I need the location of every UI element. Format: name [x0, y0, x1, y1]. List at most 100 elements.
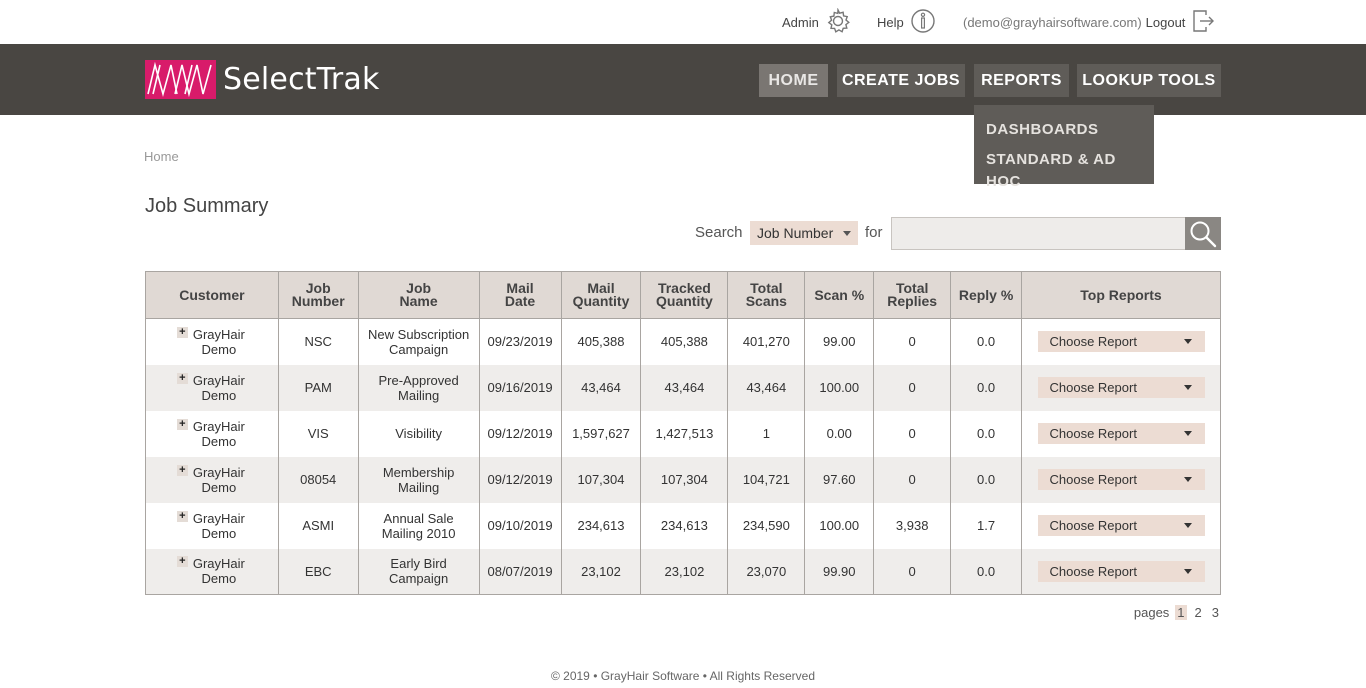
- utility-bar: Admin Help (demo@grayhairsoftware.com) L…: [0, 0, 1366, 44]
- choose-report-select[interactable]: Choose Report: [1037, 377, 1205, 398]
- customer-name: GrayHair Demo: [192, 464, 245, 495]
- cell-mail-date: 09/12/2019: [478, 456, 562, 503]
- cell-total-replies: 3,938: [873, 502, 952, 549]
- brand-name: SelectTrak: [223, 62, 380, 97]
- customer-cell-content: + GrayHair Demo: [176, 464, 247, 495]
- cell-scan-pct: 0.00: [804, 410, 875, 457]
- cell-mail-date: 09/10/2019: [478, 502, 562, 549]
- cell-mail-date: 09/16/2019: [478, 364, 562, 411]
- plus-icon[interactable]: +: [176, 326, 188, 338]
- choose-report-select[interactable]: Choose Report: [1037, 469, 1205, 490]
- col-total-scans-header: Total Scans: [727, 271, 806, 319]
- logout-link[interactable]: (demo@grayhairsoftware.com) Logout: [963, 0, 1217, 44]
- plus-icon[interactable]: +: [176, 464, 188, 476]
- cell-tracked-quantity: 405,388: [640, 318, 729, 365]
- cell-reply-pct: 0.0: [950, 548, 1023, 595]
- search-label: Search: [695, 224, 743, 241]
- table-row: + GrayHair Demo VIS Visibility 09/12/2019 1,5…: [145, 410, 1221, 457]
- cell-mail-date: 09/23/2019: [478, 318, 562, 365]
- search-button[interactable]: [1185, 217, 1221, 250]
- menu-item-dashboards[interactable]: DASHBOARDS: [986, 121, 1099, 138]
- cell-mail-quantity: 107,304: [560, 456, 642, 503]
- cell-job-number: NSC: [277, 318, 359, 365]
- chevron-down-icon: [1183, 523, 1192, 528]
- cell-top-reports: Choose Report: [1021, 548, 1221, 595]
- nav-reports[interactable]: REPORTS: [974, 64, 1069, 97]
- cell-total-scans: 43,464: [727, 364, 806, 411]
- chevron-down-icon: [843, 231, 851, 236]
- nav-lookup-tools[interactable]: LOOKUP TOOLS: [1077, 64, 1221, 97]
- cell-total-scans: 104,721: [727, 456, 806, 503]
- cell-customer: + GrayHair Demo: [145, 364, 279, 411]
- col-mail-date-header: Mail Date: [478, 271, 562, 319]
- cell-job-number: ASMI: [277, 502, 359, 549]
- nav-create-jobs[interactable]: CREATE JOBS: [837, 64, 965, 97]
- cell-total-scans: 23,070: [727, 548, 806, 595]
- col-job-name-header: Job Name: [357, 271, 480, 319]
- admin-link[interactable]: Admin: [782, 0, 851, 44]
- cell-job-name: Membership Mailing: [357, 456, 480, 503]
- table-row: + GrayHair Demo NSC New Subscription Campai…: [145, 318, 1221, 365]
- cell-job-number: VIS: [277, 410, 359, 457]
- cell-total-replies: 0: [873, 364, 952, 411]
- choose-report-label: Choose Report: [1049, 426, 1137, 441]
- admin-label: Admin: [782, 14, 819, 30]
- cell-customer: + GrayHair Demo: [145, 318, 279, 365]
- cell-reply-pct: 0.0: [950, 364, 1023, 411]
- plus-icon[interactable]: +: [176, 372, 188, 384]
- cell-top-reports: Choose Report: [1021, 502, 1221, 549]
- table-row: + GrayHair Demo EBC Early Bird Campaign 08/0…: [145, 548, 1221, 595]
- cell-scan-pct: 100.00: [804, 502, 875, 549]
- cell-total-replies: 0: [873, 318, 952, 365]
- choose-report-select[interactable]: Choose Report: [1037, 331, 1205, 353]
- brand-logo-mark: [145, 60, 216, 99]
- cell-reply-pct: 0.0: [950, 318, 1023, 365]
- page-link-1[interactable]: 1: [1175, 605, 1187, 620]
- cell-tracked-quantity: 107,304: [640, 456, 729, 503]
- search-icon: [1190, 221, 1217, 247]
- col-customer-header: Customer: [145, 271, 279, 319]
- cell-reply-pct: 0.0: [950, 410, 1023, 457]
- plus-icon[interactable]: +: [176, 418, 188, 430]
- chevron-down-icon: [1183, 431, 1192, 436]
- customer-name: GrayHair Demo: [192, 418, 245, 449]
- choose-report-select[interactable]: Choose Report: [1037, 515, 1205, 536]
- help-link[interactable]: Help: [877, 0, 936, 44]
- breadcrumb[interactable]: Home: [144, 149, 179, 164]
- choose-report-label: Choose Report: [1049, 518, 1137, 533]
- cell-reply-pct: 1.7: [950, 502, 1023, 549]
- choose-report-select[interactable]: Choose Report: [1037, 560, 1205, 582]
- search-for-label: for: [865, 224, 883, 241]
- plus-icon[interactable]: +: [176, 556, 188, 568]
- choose-report-select[interactable]: Choose Report: [1037, 423, 1205, 444]
- cell-total-replies: 0: [873, 410, 952, 457]
- plus-icon[interactable]: +: [176, 510, 188, 522]
- cell-mail-quantity: 1,597,627: [560, 410, 642, 457]
- col-top-reports-header: Top Reports: [1021, 271, 1221, 319]
- customer-name: GrayHair Demo: [192, 372, 245, 403]
- cell-top-reports: Choose Report: [1021, 364, 1221, 411]
- customer-cell-content: + GrayHair Demo: [176, 326, 247, 357]
- col-tracked-quantity-header: Tracked Quantity: [640, 271, 729, 319]
- cell-total-replies: 0: [873, 548, 952, 595]
- page-title: Job Summary: [145, 195, 269, 217]
- page-link-3[interactable]: 3: [1211, 605, 1219, 620]
- search-input[interactable]: [891, 217, 1186, 250]
- page-link-2[interactable]: 2: [1194, 605, 1202, 620]
- customer-name: GrayHair Demo: [192, 556, 245, 587]
- customer-name: GrayHair Demo: [192, 326, 245, 357]
- search-field-select[interactable]: Job Number: [750, 221, 858, 245]
- table-row: + GrayHair Demo PAM Pre-Approved Mailing 09/…: [145, 364, 1221, 411]
- customer-cell-content: + GrayHair Demo: [176, 372, 247, 403]
- cell-job-name: Early Bird Campaign: [357, 548, 480, 595]
- logout-label: Logout: [1145, 14, 1186, 30]
- cell-job-number: PAM: [277, 364, 359, 411]
- menu-item-standard-ad-hoc[interactable]: STANDARD & AD HOC: [986, 151, 1116, 190]
- col-mail-quantity-header: Mail Quantity: [560, 271, 642, 319]
- nav-home[interactable]: HOME: [759, 64, 828, 97]
- help-label: Help: [877, 14, 904, 30]
- cell-total-scans: 234,590: [727, 502, 806, 549]
- brand-logo[interactable]: SelectTrak: [145, 60, 380, 99]
- cell-job-number: 08054: [277, 456, 359, 503]
- cell-top-reports: Choose Report: [1021, 456, 1221, 503]
